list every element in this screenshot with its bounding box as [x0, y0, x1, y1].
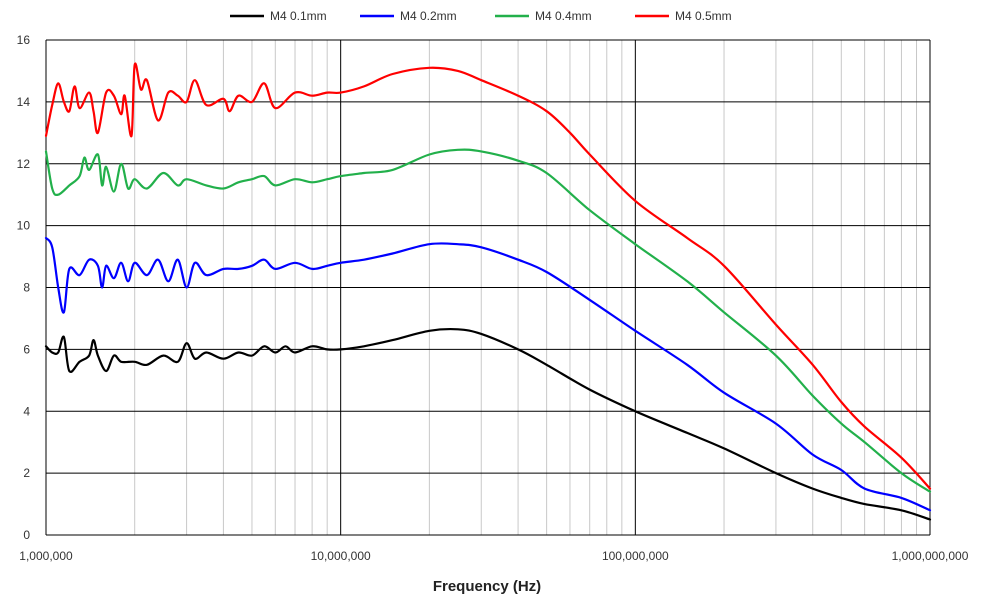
- y-axis-ticks: 0 2 4 6 8 10 12 14 16: [17, 33, 31, 542]
- y-tick-label: 0: [23, 528, 30, 542]
- x-tick-label: 1,000,000: [19, 549, 73, 563]
- series-lines: [44, 62, 932, 521]
- series-line-4: [44, 62, 932, 490]
- legend: M4 0.1mm M4 0.2mm M4 0.4mm M4 0.5mm: [230, 9, 732, 23]
- x-axis-ticks: 1,000,000 10,000,000 100,000,000 1,000,000,…: [19, 549, 968, 563]
- legend-label: M4 0.2mm: [400, 9, 457, 23]
- series-line-3: [44, 148, 932, 493]
- series-line-1: [44, 327, 932, 521]
- legend-label: M4 0.5mm: [675, 9, 732, 23]
- grid: [45, 39, 931, 536]
- y-tick-label: 4: [23, 404, 30, 418]
- x-tick-label: 1,000,000,000: [892, 549, 969, 563]
- x-axis-title: Frequency (Hz): [433, 578, 541, 595]
- x-tick-label: 100,000,000: [602, 549, 669, 563]
- legend-label: M4 0.1mm: [270, 9, 327, 23]
- y-tick-label: 2: [23, 466, 30, 480]
- y-tick-label: 16: [17, 33, 31, 47]
- y-tick-label: 10: [17, 219, 31, 233]
- y-tick-label: 14: [17, 95, 31, 109]
- y-tick-label: 8: [23, 281, 30, 295]
- x-tick-label: 10,000,000: [311, 549, 371, 563]
- legend-label: M4 0.4mm: [535, 9, 592, 23]
- y-tick-label: 12: [17, 157, 31, 171]
- series-line-2: [44, 236, 932, 512]
- y-tick-label: 6: [23, 342, 30, 356]
